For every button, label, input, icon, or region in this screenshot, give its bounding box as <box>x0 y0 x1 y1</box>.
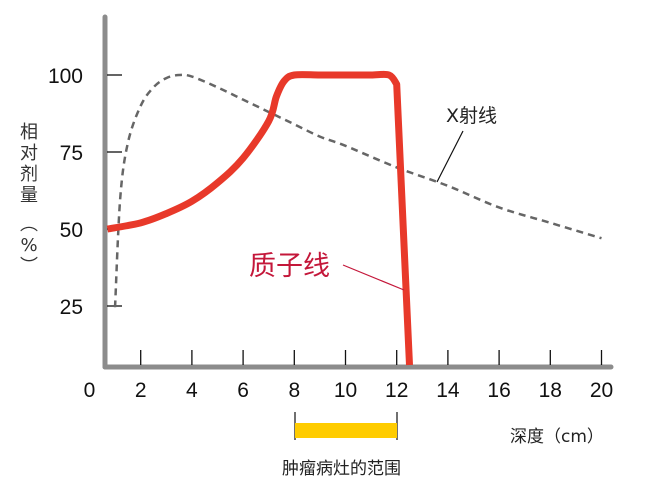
xray-leader-line <box>436 130 464 183</box>
xray-label: X射线 <box>446 105 497 127</box>
x-tick-label: 10 <box>334 379 357 402</box>
tumor-range-label: 肿瘤病灶的范围 <box>282 459 401 479</box>
x-tick-label: 16 <box>487 379 510 402</box>
y-axis-label-char: 剂 <box>20 164 38 185</box>
x-tick-label: 2 <box>135 379 147 402</box>
tumor-range-bar <box>295 423 397 438</box>
x-tick-label: 8 <box>288 379 300 402</box>
x-tick-label: 6 <box>237 379 249 402</box>
x-axis-label: 深度（cm） <box>510 427 604 447</box>
proton-leader-line <box>342 264 405 291</box>
axes <box>102 14 614 370</box>
x-tick-label: 20 <box>590 379 613 402</box>
proton-label: 质子线 <box>249 251 330 282</box>
y-tick-label: 75 <box>60 142 83 165</box>
x-tick-label: 18 <box>539 379 562 402</box>
x-tick-label: 4 <box>186 379 198 402</box>
x-tick-label: 0 <box>84 379 96 402</box>
y-tick-label: 50 <box>60 219 83 242</box>
x-tick-label: 12 <box>385 379 408 402</box>
y-tick-label: 25 <box>60 296 83 319</box>
y-tick-label: 100 <box>48 65 83 88</box>
y-ticks: 25 50 75 100 <box>48 65 122 319</box>
x-ticks: 0 2 4 6 8 10 12 14 16 18 20 <box>84 350 613 402</box>
x-tick-label: 14 <box>436 379 460 402</box>
y-axis-label: 相 对 剂 量 ︵ % ︶ <box>18 122 40 277</box>
y-axis-label-char: ︵ <box>20 214 38 235</box>
y-axis-label-char: 相 <box>20 122 38 143</box>
y-axis-label-char: ︶ <box>20 256 38 277</box>
proton-series-line <box>106 70 413 366</box>
y-axis-label-char: % <box>20 235 38 256</box>
y-axis-label-char: 对 <box>20 143 38 164</box>
y-axis-label-char: 量 <box>20 185 38 206</box>
xray-series-line <box>113 73 602 308</box>
